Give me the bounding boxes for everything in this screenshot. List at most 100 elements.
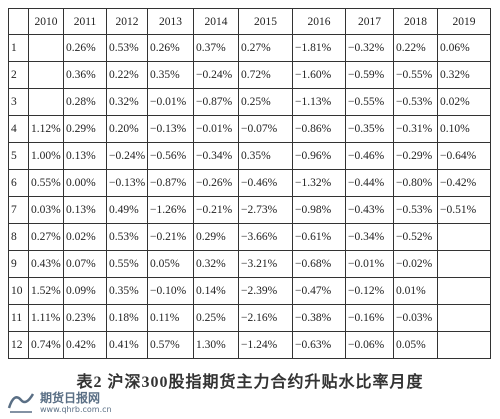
table-row: 1 0.26% 0.53% 0.26% 0.37% 0.27% −1.81% −0.32% 0.… xyxy=(8,34,491,62)
table-cell: −0.13% xyxy=(147,115,194,143)
table-cell: 0.11% xyxy=(147,304,194,332)
table-cell: −0.01% xyxy=(345,250,394,278)
table-cell: 0.01% xyxy=(393,277,438,305)
header-cell: 2018 xyxy=(393,8,438,35)
table-row: 9 0.43% 0.07% 0.55% 0.05% 0.32% −3.21% −0.68% −0… xyxy=(8,250,491,278)
table-cell: −0.56% xyxy=(147,142,194,170)
table-cell: 0.35% xyxy=(106,277,148,305)
header-cell: 2013 xyxy=(147,8,194,35)
table-cell: −0.61% xyxy=(292,223,346,251)
table-cell: 0.02% xyxy=(63,223,107,251)
table-cell: 0.26% xyxy=(147,34,194,62)
table-cell: 0.07% xyxy=(63,250,107,278)
table-cell: 0.42% xyxy=(63,331,107,359)
table-cell: 0.27% xyxy=(238,34,293,62)
header-cell: 2012 xyxy=(106,8,148,35)
table-cell: 1.30% xyxy=(193,331,239,359)
table-row: 3 0.28% 0.32% −0.01% −0.87% 0.25% −1.13% −0.55%… xyxy=(8,88,491,116)
table-cell: −0.21% xyxy=(147,223,194,251)
table-cell: 0.09% xyxy=(63,277,107,305)
table-cell: 0.32% xyxy=(193,250,239,278)
table-cell: −0.80% xyxy=(393,169,438,197)
table-cell: 0.29% xyxy=(63,115,107,143)
row-label: 7 xyxy=(8,196,29,224)
data-table: 2010 2011 2012 2013 2014 2015 2016 2017 2018 2019… xyxy=(8,8,491,359)
table-cell: 0.10% xyxy=(437,115,491,143)
table-cell: −0.63% xyxy=(292,331,346,359)
table-cell: 0.53% xyxy=(106,223,148,251)
table-cell: −0.07% xyxy=(238,115,293,143)
header-cell: 2011 xyxy=(63,8,107,35)
header-cell: 2019 xyxy=(437,8,491,35)
table-cell: 0.28% xyxy=(63,88,107,116)
table-cell: −0.13% xyxy=(106,169,148,197)
header-cell: 2017 xyxy=(345,8,394,35)
table-cell xyxy=(437,331,491,359)
table-row: 5 1.00% 0.13% −0.24% −0.56% −0.34% 0.35% −0.96%… xyxy=(8,142,491,170)
header-cell: 2014 xyxy=(193,8,239,35)
table-cell: 0.25% xyxy=(238,88,293,116)
table-cell: 0.55% xyxy=(28,169,64,197)
table-cell: 0.13% xyxy=(63,142,107,170)
table-cell: 0.03% xyxy=(28,196,64,224)
table-cell: −0.10% xyxy=(147,277,194,305)
table-cell: −2.16% xyxy=(238,304,293,332)
table-cell: 0.55% xyxy=(106,250,148,278)
header-cell: 2016 xyxy=(292,8,346,35)
table-cell xyxy=(437,250,491,278)
table-cell: 0.72% xyxy=(238,61,293,89)
table-cell: −0.34% xyxy=(345,223,394,251)
table-cell: −0.43% xyxy=(345,196,394,224)
table-cell: −1.24% xyxy=(238,331,293,359)
table-cell: 1.52% xyxy=(28,277,64,305)
table-cell: −1.81% xyxy=(292,34,346,62)
table-cell: 0.18% xyxy=(106,304,148,332)
table-row: 4 1.12% 0.29% 0.20% −0.13% −0.01% −0.07% −0.86%… xyxy=(8,115,491,143)
table-cell: −0.16% xyxy=(345,304,394,332)
table-row: 8 0.27% 0.02% 0.53% −0.21% 0.29% −3.66% −0.61% −… xyxy=(8,223,491,251)
table-cell: −3.21% xyxy=(238,250,293,278)
table-cell: 0.05% xyxy=(393,331,438,359)
table-cell: −0.32% xyxy=(345,34,394,62)
table-cell: 0.00% xyxy=(63,169,107,197)
table-cell xyxy=(437,277,491,305)
table-cell: −0.38% xyxy=(292,304,346,332)
table-cell: 0.20% xyxy=(106,115,148,143)
caption: 表2 沪深300股指期货主力合约升贴水比率月度 xyxy=(76,374,424,391)
table-cell: 0.37% xyxy=(193,34,239,62)
watermark-url: www.qhrb.com.cn xyxy=(40,405,112,414)
table-cell: 0.36% xyxy=(63,61,107,89)
table-cell xyxy=(437,304,491,332)
table-cell: 1.12% xyxy=(28,115,64,143)
table-cell: −0.59% xyxy=(345,61,394,89)
table-cell: −0.53% xyxy=(393,196,438,224)
table-cell: −0.96% xyxy=(292,142,346,170)
row-label: 4 xyxy=(8,115,29,143)
row-label: 9 xyxy=(8,250,29,278)
table-cell: 0.32% xyxy=(106,88,148,116)
table-cell: 0.25% xyxy=(193,304,239,332)
table-row: 11 1.11% 0.23% 0.18% 0.11% 0.25% −2.16% −0.38% −… xyxy=(8,304,491,332)
table-cell: −0.02% xyxy=(393,250,438,278)
table-cell: 0.26% xyxy=(63,34,107,62)
row-label: 5 xyxy=(8,142,29,170)
table-cell: −2.39% xyxy=(238,277,293,305)
table-cell: −0.55% xyxy=(393,61,438,89)
table-cell: 0.49% xyxy=(106,196,148,224)
table-cell: 0.35% xyxy=(147,61,194,89)
row-label: 3 xyxy=(8,88,29,116)
table-cell: −0.47% xyxy=(292,277,346,305)
table-cell: −1.60% xyxy=(292,61,346,89)
table-cell: −0.64% xyxy=(437,142,491,170)
table-cell: −0.44% xyxy=(345,169,394,197)
table-cell xyxy=(28,61,64,89)
table-cell: 0.05% xyxy=(147,250,194,278)
table-cell: −0.35% xyxy=(345,115,394,143)
table-cell: 0.32% xyxy=(437,61,491,89)
table-cell: 0.74% xyxy=(28,331,64,359)
row-label: 8 xyxy=(8,223,29,251)
logo xyxy=(7,393,35,413)
table-cell: 0.13% xyxy=(63,196,107,224)
table-cell: −0.06% xyxy=(345,331,394,359)
